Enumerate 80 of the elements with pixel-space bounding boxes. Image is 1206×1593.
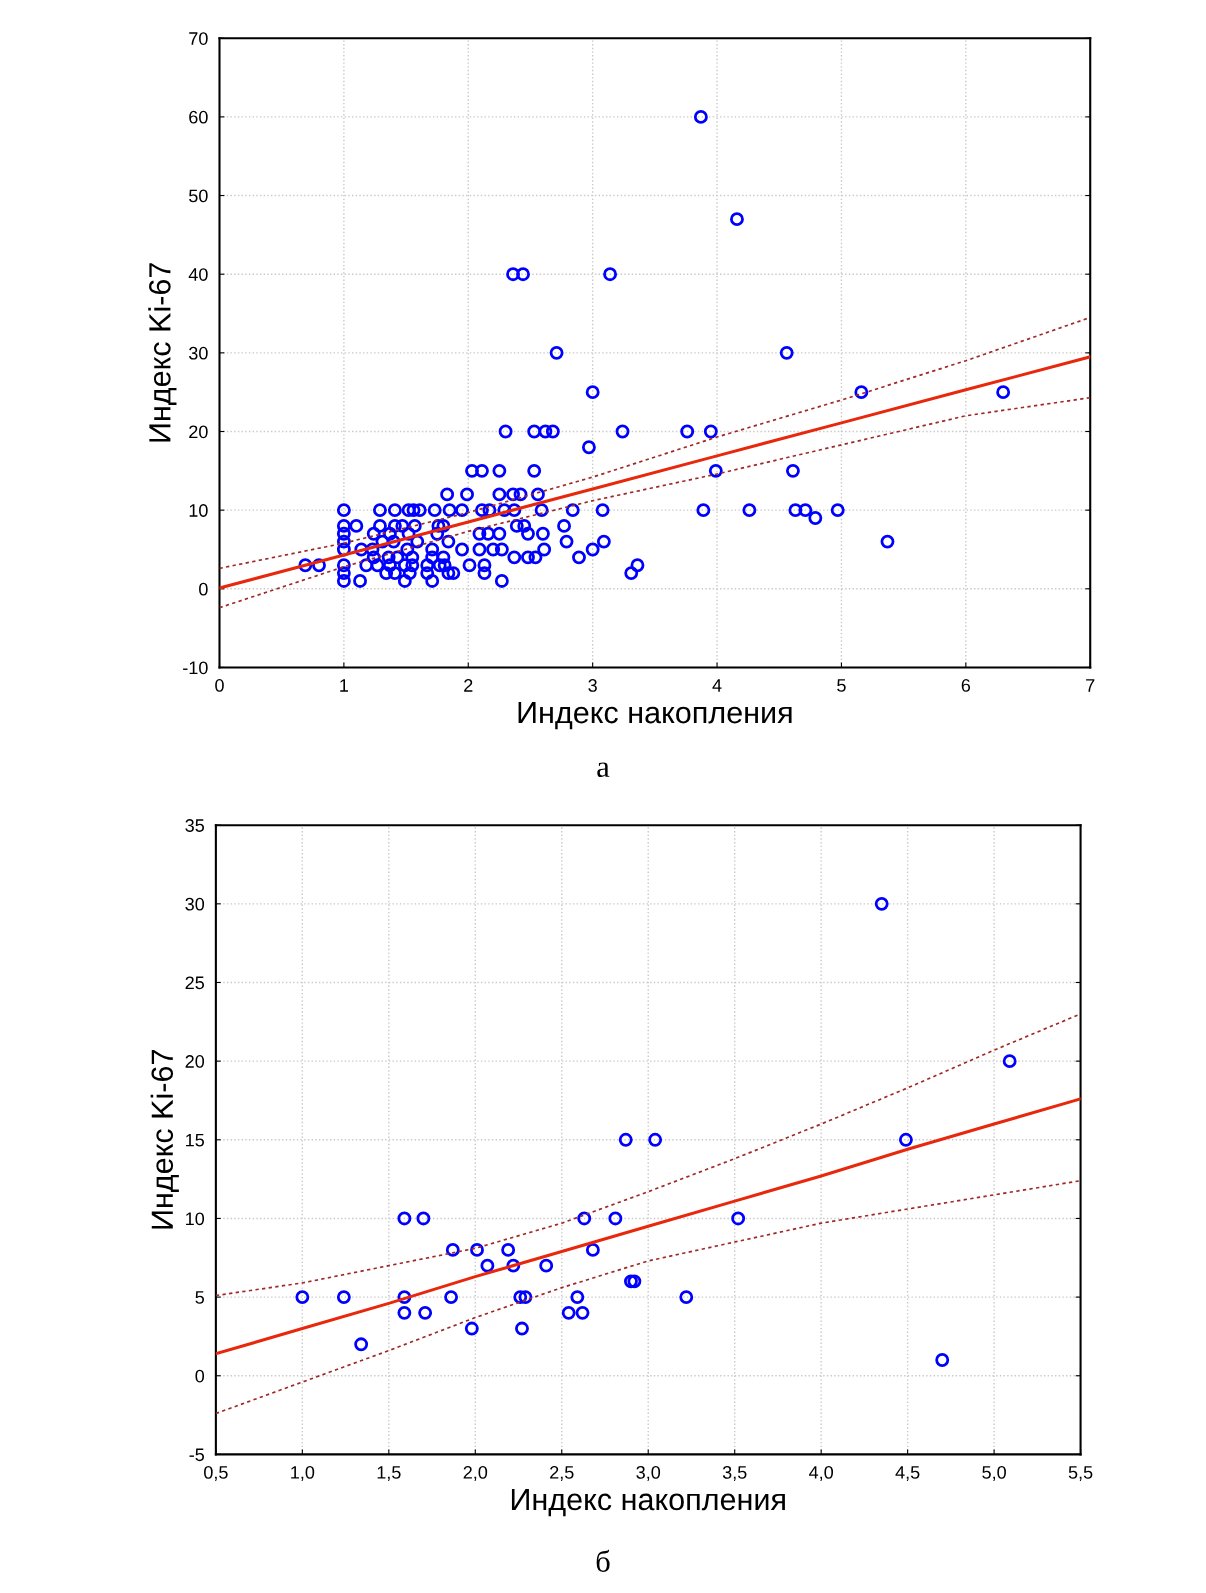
point [935,1353,950,1367]
y-tick-label: 20 [189,425,208,439]
point [623,1274,638,1289]
y-tick-label: 35 [185,819,205,832]
point [648,1132,663,1147]
point [1002,1054,1017,1069]
x-tick-label: 5 [837,679,846,692]
point [679,1290,694,1305]
y-tick-label: 5 [195,1291,205,1304]
x-tick-label: 5,5 [1068,1466,1093,1481]
y-axis-title: Индекс Ki-67 [150,1050,179,1229]
point [608,1211,623,1226]
x-tick-label: 3,5 [722,1466,747,1481]
x-tick-label: 1 [340,679,349,692]
y-tick-label: 15 [186,1133,205,1147]
point [570,1290,585,1305]
x-axis-title: Индекс накопления [511,1489,785,1517]
y-tick-label: 20 [185,1055,205,1068]
point [618,1132,633,1147]
y-tick-label: 30 [188,346,208,360]
y-tick-label: 0 [199,582,208,596]
text: а [597,762,610,778]
y-tick-label: 10 [186,1212,205,1226]
point [518,1290,533,1305]
point [354,1337,369,1352]
y-tick-label: 50 [189,189,208,203]
x-tick-label: 7 [1086,679,1095,692]
x-tick-label: 4,5 [895,1466,920,1481]
x-tick-label: 0 [215,679,224,692]
point [444,1290,459,1305]
line-series [215,1179,1081,1415]
y-tick-label: 10 [189,504,208,517]
x-axis-title: Индекс накопления [518,702,792,730]
y-tick-label: 30 [185,897,205,911]
point [575,1305,590,1320]
x-tick-label: 2 [464,679,473,692]
x-tick-label: 4,0 [809,1466,834,1481]
point [539,1258,554,1273]
text: б [596,1549,610,1572]
line-series [219,355,1091,590]
point [501,1242,516,1257]
x-tick-label: 5,0 [982,1466,1006,1481]
point [874,896,889,911]
point [397,1211,412,1226]
y-tick-label: 70 [189,32,208,45]
point [416,1211,431,1226]
y-tick-label: 60 [189,110,208,124]
point [585,1242,600,1257]
line-series [219,396,1091,609]
point [295,1290,310,1305]
x-tick-label: 2,5 [550,1466,574,1481]
x-tick-label: 1,0 [291,1466,315,1481]
point [561,1305,576,1320]
y-tick-label: -5 [189,1448,205,1462]
point [397,1305,412,1320]
point [336,1290,351,1305]
y-tick-label: 40 [188,268,208,281]
point [418,1305,433,1320]
point [627,1274,642,1289]
point [464,1321,479,1336]
point [480,1258,495,1273]
y-tick-label: -10 [183,661,208,675]
y-tick-label: 0 [195,1369,205,1383]
point [470,1242,484,1257]
point [515,1321,529,1336]
x-tick-label: 0,5 [204,1466,228,1481]
x-tick-label: 3 [588,679,597,692]
x-tick-label: 6 [961,679,971,692]
y-axis-title: Индекс Ki-67 [148,263,177,442]
x-tick-label: 1,5 [377,1466,401,1481]
point [577,1211,592,1226]
x-tick-label: 3,0 [636,1466,661,1481]
x-tick-label: 4 [712,679,722,692]
point [731,1211,746,1226]
point [898,1132,913,1147]
x-tick-label: 2,0 [463,1466,488,1481]
point [445,1242,460,1257]
line-series [215,1097,1081,1356]
y-tick-label: 25 [185,976,205,990]
line-series [215,1013,1081,1297]
